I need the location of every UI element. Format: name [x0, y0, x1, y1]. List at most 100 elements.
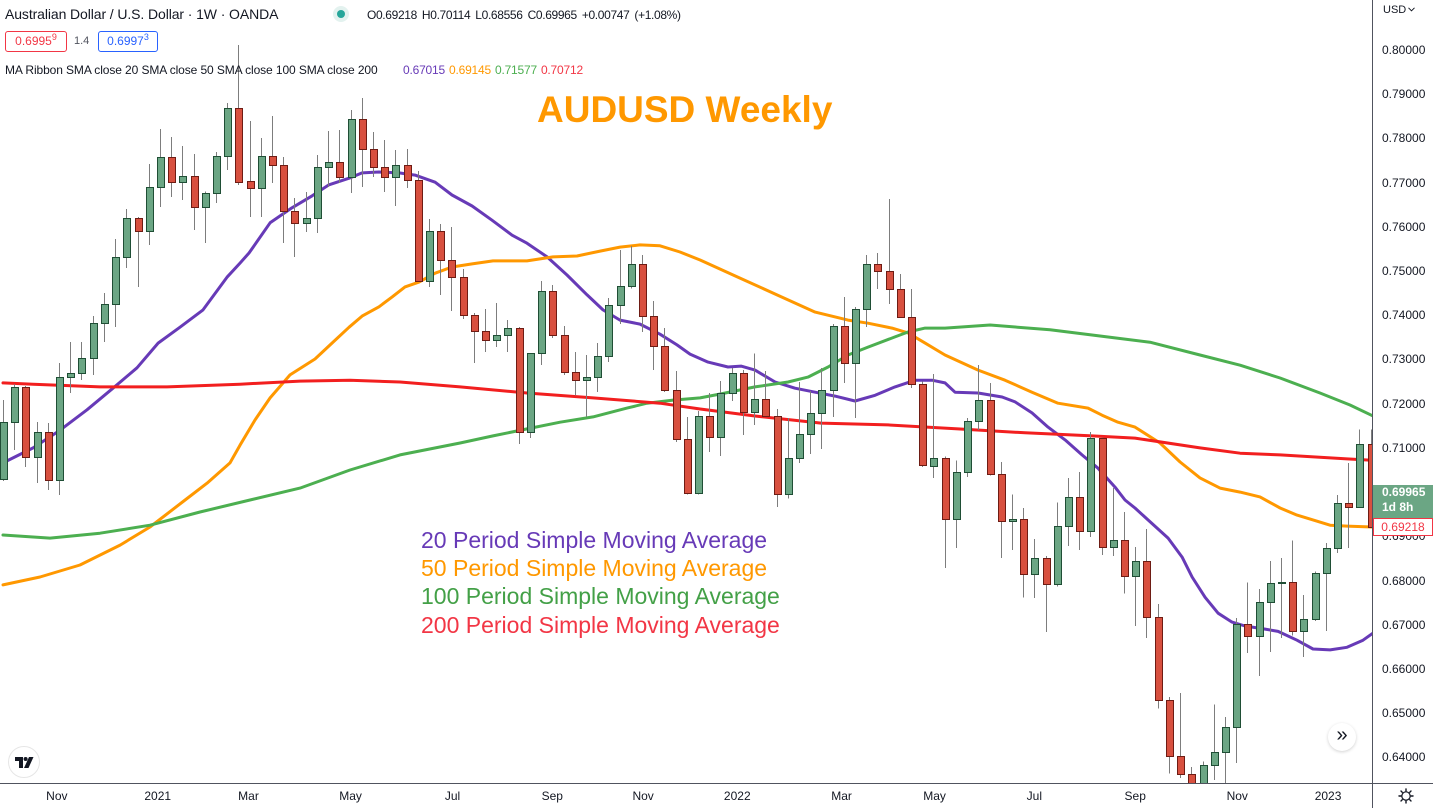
candle[interactable] [516, 327, 524, 444]
candle[interactable] [774, 408, 782, 508]
scroll-to-realtime-button[interactable]: » [1328, 723, 1356, 751]
candle[interactable] [247, 121, 255, 218]
candle[interactable] [303, 191, 311, 233]
sma50-line[interactable] [1, 243, 1372, 587]
candle[interactable] [1244, 582, 1252, 654]
candle[interactable] [404, 148, 412, 188]
candle[interactable] [886, 198, 894, 305]
candle[interactable] [673, 370, 681, 443]
candle[interactable] [370, 132, 378, 177]
candle[interactable] [1110, 488, 1118, 557]
candle[interactable] [1099, 437, 1107, 555]
candle[interactable] [661, 328, 669, 393]
candle[interactable] [908, 289, 916, 389]
candle[interactable] [1166, 697, 1174, 774]
candle[interactable] [1334, 495, 1342, 554]
candle[interactable] [527, 353, 535, 439]
candle[interactable] [818, 367, 826, 450]
candle[interactable] [998, 462, 1006, 558]
candle[interactable] [1031, 538, 1039, 599]
candle[interactable] [224, 103, 232, 171]
buy-price-button[interactable]: 0.69973 [98, 31, 158, 52]
candle[interactable] [538, 281, 546, 366]
candle[interactable] [1289, 540, 1297, 636]
candle[interactable] [1155, 603, 1163, 709]
candle[interactable] [650, 301, 658, 371]
candle[interactable] [1211, 704, 1219, 780]
candle[interactable] [336, 129, 344, 184]
candle[interactable] [426, 218, 434, 287]
candle[interactable] [1278, 557, 1286, 638]
candle[interactable] [415, 171, 423, 282]
candle[interactable] [740, 370, 748, 436]
candle[interactable] [392, 149, 400, 207]
candle[interactable] [594, 343, 602, 393]
candle[interactable] [684, 416, 692, 495]
candle[interactable] [953, 460, 961, 549]
candle[interactable] [706, 393, 714, 452]
candle[interactable] [179, 145, 187, 200]
chart-plot-area[interactable] [0, 0, 1372, 783]
candle[interactable] [314, 155, 322, 233]
candle[interactable] [762, 370, 770, 417]
candle[interactable] [0, 400, 8, 482]
candle[interactable] [437, 224, 445, 295]
candle[interactable] [168, 137, 176, 198]
candle[interactable] [919, 381, 927, 467]
sma200-line[interactable] [1, 378, 1372, 462]
candle[interactable] [1009, 494, 1017, 551]
candle[interactable] [146, 164, 154, 245]
candle[interactable] [202, 191, 210, 244]
candle[interactable] [561, 325, 569, 375]
candle[interactable] [605, 297, 613, 363]
candle[interactable] [785, 418, 793, 499]
candle[interactable] [90, 316, 98, 375]
candle[interactable] [67, 342, 75, 394]
candle[interactable] [1177, 693, 1185, 779]
candle[interactable] [852, 306, 860, 419]
candle[interactable] [381, 140, 389, 192]
candle[interactable] [975, 365, 983, 431]
candle[interactable] [1076, 472, 1084, 551]
candle[interactable] [1200, 761, 1208, 783]
candle[interactable] [841, 297, 849, 383]
candle[interactable] [1020, 507, 1028, 598]
candle[interactable] [1121, 511, 1129, 594]
candle[interactable] [1222, 717, 1230, 783]
candle[interactable] [359, 98, 367, 188]
candle[interactable] [897, 274, 905, 318]
symbol-title[interactable]: Australian Dollar / U.S. Dollar · 1W · O… [5, 6, 279, 22]
candle[interactable] [1132, 546, 1140, 627]
candle[interactable] [101, 293, 109, 343]
candle[interactable] [280, 156, 288, 244]
candle[interactable] [751, 353, 759, 425]
candle[interactable] [460, 268, 468, 320]
candle[interactable] [1345, 462, 1353, 549]
candle[interactable] [123, 209, 131, 268]
candle[interactable] [987, 382, 995, 476]
candle[interactable] [717, 381, 725, 456]
candle[interactable] [157, 129, 165, 207]
candle[interactable] [549, 285, 557, 339]
candle[interactable] [482, 309, 490, 352]
candle[interactable] [572, 351, 580, 396]
candle[interactable] [22, 385, 30, 467]
candle[interactable] [617, 249, 625, 325]
candle[interactable] [56, 362, 64, 496]
candle[interactable] [112, 239, 120, 328]
sell-price-button[interactable]: 0.69959 [5, 31, 67, 52]
candle[interactable] [1323, 542, 1331, 631]
candle[interactable] [729, 367, 737, 402]
candle[interactable] [583, 355, 591, 417]
candle[interactable] [874, 252, 882, 290]
candle[interactable] [639, 255, 647, 333]
tradingview-logo[interactable] [8, 746, 40, 778]
candle[interactable] [191, 153, 199, 230]
candle[interactable] [269, 115, 277, 184]
candle[interactable] [325, 130, 333, 188]
candle[interactable] [1233, 618, 1241, 764]
candle[interactable] [504, 320, 512, 352]
candle[interactable] [930, 374, 938, 478]
candle[interactable] [258, 137, 266, 218]
candle[interactable] [807, 390, 815, 455]
